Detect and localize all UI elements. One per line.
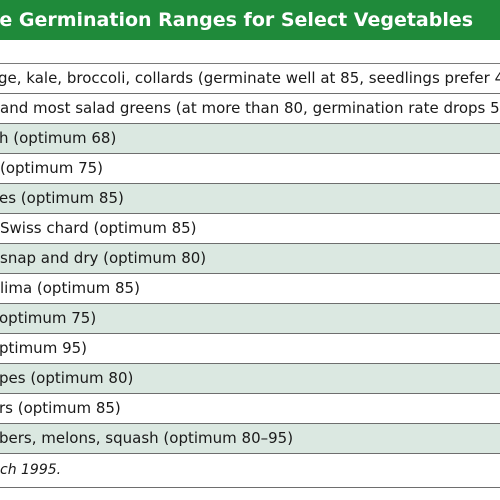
row-text: es (optimum 85): [0, 189, 124, 207]
table-row: Swiss chard (optimum 85): [0, 214, 500, 244]
table-row: h (optimum 68): [0, 124, 500, 154]
table-row: pes (optimum 80): [0, 364, 500, 394]
row-text: bers, melons, squash (optimum 80–95): [0, 429, 294, 447]
row-text: pes (optimum 80): [0, 369, 134, 387]
table-row: bers, melons, squash (optimum 80–95): [0, 424, 500, 454]
row-text: rs (optimum 85): [0, 399, 121, 417]
table-row: snap and dry (optimum 80): [0, 244, 500, 274]
table-row: (optimum 75): [0, 154, 500, 184]
table-row: ptimum 95): [0, 334, 500, 364]
row-text: (optimum 75): [0, 159, 104, 177]
table-body: ge, kale, broccoli, collards (germinate …: [0, 64, 500, 454]
row-text: snap and dry (optimum 80): [0, 249, 207, 267]
table-row: optimum 75): [0, 304, 500, 334]
row-text: optimum 75): [0, 309, 97, 327]
row-text: ge, kale, broccoli, collards (germinate …: [0, 69, 500, 87]
row-text: and most salad greens (at more than 80, …: [0, 99, 500, 117]
row-text: lima (optimum 85): [0, 279, 140, 297]
source-note: ch 1995.: [0, 454, 500, 488]
row-text: ptimum 95): [0, 339, 88, 357]
table-row: rs (optimum 85): [0, 394, 500, 424]
source-note-text: ch 1995.: [0, 462, 62, 478]
table-row: es (optimum 85): [0, 184, 500, 214]
table-row: and most salad greens (at more than 80, …: [0, 94, 500, 124]
column-header-row: [0, 40, 500, 64]
table-title: re Germination Ranges for Select Vegetab…: [0, 9, 474, 31]
table-title-bar: re Germination Ranges for Select Vegetab…: [0, 0, 500, 40]
table-row: lima (optimum 85): [0, 274, 500, 304]
row-text: Swiss chard (optimum 85): [0, 219, 197, 237]
table-row: ge, kale, broccoli, collards (germinate …: [0, 64, 500, 94]
row-text: h (optimum 68): [0, 129, 117, 147]
